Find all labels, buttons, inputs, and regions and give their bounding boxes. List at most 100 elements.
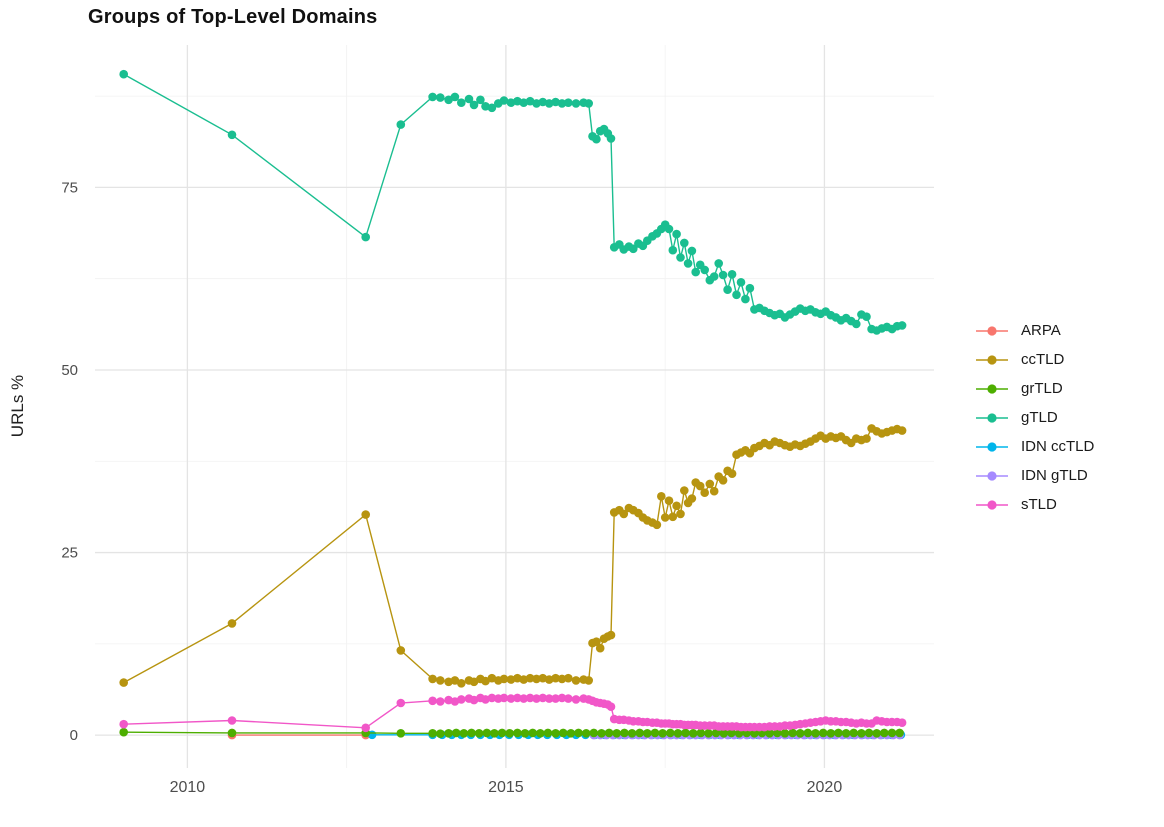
series-point-grTLD	[444, 729, 453, 738]
series-point-gTLD	[723, 285, 732, 295]
legend-label: ARPA	[1021, 322, 1061, 339]
series-point-ccTLD	[428, 674, 437, 684]
series-point-grTLD	[773, 728, 782, 738]
series-point-gTLD	[668, 245, 678, 255]
series-point-gTLD	[592, 134, 601, 144]
legend-item-IDN-gTLD: IDN gTLD	[975, 461, 1094, 490]
series-point-ccTLD	[595, 643, 605, 653]
series-point-grTLD	[880, 728, 889, 738]
series-point-gTLD	[714, 259, 723, 268]
series-point-ccTLD	[519, 675, 528, 684]
series-point-grTLD	[119, 727, 128, 737]
series-point-grTLD	[818, 728, 828, 738]
series-point-ccTLD	[664, 496, 674, 506]
series-point-grTLD	[635, 728, 644, 738]
legend-item-IDN-ccTLD: IDN ccTLD	[975, 432, 1094, 461]
series-point-gTLD	[676, 253, 685, 262]
series-point-grTLD	[581, 729, 591, 738]
series-point-gTLD	[571, 99, 581, 108]
legend-key-dot	[987, 470, 997, 481]
series-point-sTLD	[513, 693, 522, 703]
series-point-sTLD	[396, 698, 406, 708]
series-point-sTLD	[897, 718, 907, 727]
series-point-ccTLD	[606, 630, 616, 640]
y-tick-label: 0	[70, 727, 78, 744]
series-point-sTLD	[564, 694, 573, 703]
series-point-ccTLD	[436, 676, 445, 685]
series-point-ccTLD	[469, 677, 479, 687]
series-point-ccTLD	[680, 486, 689, 495]
series-point-grTLD	[872, 729, 881, 738]
series-point-ccTLD	[481, 676, 490, 686]
series-point-grTLD	[788, 728, 797, 738]
series-point-grTLD	[849, 728, 858, 738]
series-point-grTLD	[841, 729, 851, 738]
legend-item-ARPA: ARPA	[975, 316, 1094, 345]
series-point-grTLD	[658, 729, 667, 738]
series-point-ccTLD	[687, 494, 697, 503]
series-point-gTLD	[718, 270, 728, 280]
legend-key-dot	[987, 354, 997, 365]
series-point-gTLD	[741, 294, 750, 304]
series-point-gTLD	[687, 246, 697, 256]
series-point-gTLD	[683, 259, 693, 268]
series-point-grTLD	[704, 729, 713, 738]
series-point-sTLD	[436, 697, 445, 706]
series-point-gTLD	[680, 238, 689, 248]
series-point-ccTLD	[227, 619, 237, 628]
legend-item-ccTLD: ccTLD	[975, 345, 1094, 374]
series-point-grTLD	[666, 728, 675, 738]
series-point-grTLD	[543, 728, 553, 738]
series-point-grTLD	[490, 729, 499, 738]
series-point-grTLD	[711, 728, 721, 738]
series-point-gTLD	[487, 103, 497, 113]
series-point-grTLD	[574, 728, 583, 738]
series-line-ccTLD	[123, 427, 903, 685]
series-point-ccTLD	[551, 673, 560, 683]
series-point-gTLD	[736, 278, 746, 287]
series-point-grTLD	[436, 729, 445, 738]
series-point-gTLD	[361, 232, 371, 242]
series-point-gTLD	[538, 97, 548, 107]
series-point-sTLD	[544, 694, 554, 703]
series-point-grTLD	[459, 729, 469, 738]
series-point-sTLD	[119, 719, 128, 729]
series-point-ccTLD	[862, 434, 871, 443]
series-point-ccTLD	[592, 637, 601, 646]
series-point-gTLD	[450, 92, 460, 102]
series-point-gTLD	[691, 267, 700, 277]
series-point-ccTLD	[668, 512, 678, 522]
series-point-grTLD	[513, 728, 522, 738]
legend-key-icon	[976, 470, 1008, 481]
legend-key-dot	[987, 412, 997, 423]
x-tick-label: 2015	[488, 779, 524, 796]
legend-key-icon	[976, 412, 1008, 423]
series-point-grTLD	[227, 728, 237, 738]
series-point-grTLD	[857, 729, 866, 738]
series-point-gTLD	[119, 69, 128, 79]
series-point-grTLD	[673, 729, 683, 738]
series-point-grTLD	[765, 729, 774, 738]
series-point-gTLD	[709, 272, 719, 281]
series-point-grTLD	[727, 728, 736, 738]
series-point-ccTLD	[700, 488, 709, 498]
series-point-ccTLD	[499, 674, 509, 684]
legend-key-icon	[976, 499, 1008, 510]
series-point-grTLD	[474, 729, 484, 738]
series-point-grTLD	[467, 728, 476, 738]
series-point-gTLD	[476, 95, 485, 105]
legend-key-dot	[987, 383, 997, 394]
series-point-grTLD	[864, 728, 874, 738]
series-point-grTLD	[780, 729, 790, 738]
series-point-ccTLD	[571, 676, 581, 685]
series-point-grTLD	[597, 729, 606, 738]
series-point-gTLD	[436, 93, 445, 102]
series-line-gTLD	[123, 73, 903, 332]
series-point-sTLD	[532, 694, 541, 703]
series-point-grTLD	[620, 728, 629, 738]
series-point-ccTLD	[660, 513, 670, 522]
series-point-sTLD	[519, 694, 528, 703]
series-point-ccTLD	[506, 675, 516, 684]
series-point-ccTLD	[450, 676, 460, 685]
